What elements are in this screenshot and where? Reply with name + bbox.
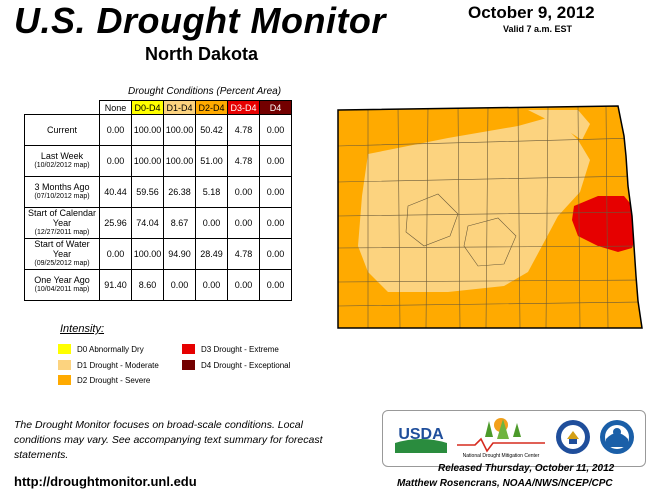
legend-label: D1 Drought - Moderate	[77, 360, 159, 370]
release-date: Released Thursday, October 11, 2012	[438, 463, 615, 474]
table-cell: 0.00	[163, 269, 196, 301]
disclaimer-text: The Drought Monitor focuses on broad-sca…	[14, 419, 323, 461]
table-cell: 51.00	[195, 145, 228, 177]
svg-text:USDA: USDA	[398, 426, 444, 443]
d1-area	[358, 116, 590, 292]
legend-swatch	[182, 344, 195, 354]
table-cell: 0.00	[259, 238, 292, 270]
legend-item-d0: D0 Abnormally Dry	[58, 344, 144, 354]
table-cell: 0.00	[259, 269, 292, 301]
state-name: North Dakota	[145, 44, 259, 64]
table-cell: 8.60	[131, 269, 164, 301]
table-cell: 0.00	[195, 207, 228, 239]
partner-logos: USDA National Drought Mitigation Center	[382, 410, 646, 467]
north-dakota-map	[337, 105, 643, 329]
legend-label: D0 Abnormally Dry	[77, 344, 144, 354]
table-cell: 100.00	[131, 114, 164, 146]
table-row: Current 0.00 100.00 100.00 50.42 4.78 0.…	[24, 114, 292, 146]
column-header: D0-D4	[131, 100, 164, 115]
svg-text:National Drought Mitigation Ce: National Drought Mitigation Center	[463, 453, 540, 459]
site-url[interactable]: http://droughtmonitor.unl.edu	[14, 474, 197, 489]
table-cell: 0.00	[259, 145, 292, 177]
table-cell: 0.00	[99, 145, 132, 177]
table-cell: 8.67	[163, 207, 196, 239]
table-cell: 4.78	[227, 145, 260, 177]
table-cell: 4.78	[227, 114, 260, 146]
legend-swatch	[58, 375, 71, 385]
table-cell: 28.49	[195, 238, 228, 270]
table-row: Last Week (10/02/2012 map) 0.00 100.00 10…	[24, 145, 292, 177]
row-label: Start of Calendar Year (12/27/2011 map)	[24, 207, 100, 239]
column-header: D2-D4	[195, 100, 228, 115]
table-cell: 100.00	[131, 145, 164, 177]
county-boundaries	[338, 106, 642, 328]
table-row: Start of Calendar Year (12/27/2011 map) 2…	[24, 207, 292, 239]
table-cell: 100.00	[131, 238, 164, 270]
table-cell: 59.56	[131, 176, 164, 208]
table-cell: 25.96	[99, 207, 132, 239]
column-header: D3-D4	[227, 100, 260, 115]
table-cell: 100.00	[163, 114, 196, 146]
legend-item-d4: D4 Drought - Exceptional	[182, 360, 290, 370]
row-label: One Year Ago (10/04/2011 map)	[24, 269, 100, 301]
table-cell: 74.04	[131, 207, 164, 239]
table-cell: 5.18	[195, 176, 228, 208]
table-cell: 0.00	[99, 114, 132, 146]
table-header-row: None D0-D4 D1-D4 D2-D4 D3-D4 D4	[25, 100, 292, 115]
table-corner	[25, 101, 100, 115]
table-cell: 26.38	[163, 176, 196, 208]
table-cell: 4.78	[227, 238, 260, 270]
table-row: One Year Ago (10/04/2011 map) 91.40 8.60 …	[24, 269, 292, 301]
table-cell: 40.44	[99, 176, 132, 208]
table-cell: 0.00	[259, 114, 292, 146]
table-cell: 0.00	[259, 176, 292, 208]
author-credit: Matthew Rosencrans, NOAA/NWS/NCEP/CPC	[397, 478, 613, 489]
table-cell: 91.40	[99, 269, 132, 301]
table-cell: 0.00	[195, 269, 228, 301]
table-cell: 50.42	[195, 114, 228, 146]
d1-area-north	[528, 110, 590, 140]
table-caption: Drought Conditions (Percent Area)	[128, 86, 282, 97]
valid-time: Valid 7 a.m. EST	[503, 24, 573, 34]
row-label: Last Week (10/02/2012 map)	[24, 145, 100, 177]
legend-swatch	[58, 360, 71, 370]
noaa-logo	[599, 419, 635, 455]
row-label: Current	[24, 114, 100, 146]
state-outline	[337, 105, 643, 329]
table-cell: 94.90	[163, 238, 196, 270]
legend-label: D3 Drought - Extreme	[201, 344, 279, 354]
map-date: October 9, 2012	[468, 3, 595, 22]
legend-item-d2: D2 Drought - Severe	[58, 375, 150, 385]
table-cell: 0.00	[99, 238, 132, 270]
legend-label: D4 Drought - Exceptional	[201, 360, 291, 370]
table-row: Start of Water Year (09/25/2012 map) 0.00…	[24, 238, 292, 270]
legend-label: D2 Drought - Severe	[77, 375, 151, 385]
row-label: 3 Months Ago (07/10/2012 map)	[24, 176, 100, 208]
commerce-seal-logo	[555, 419, 591, 455]
usda-logo: USDA	[395, 421, 447, 453]
drought-conditions-table: None D0-D4 D1-D4 D2-D4 D3-D4 D4 Current …	[24, 100, 292, 301]
column-header: D4	[259, 100, 292, 115]
table-cell: 0.00	[227, 176, 260, 208]
table-row: 3 Months Ago (07/10/2012 map) 40.44 59.56…	[24, 176, 292, 208]
table-cell: 0.00	[227, 269, 260, 301]
table-cell: 0.00	[259, 207, 292, 239]
table-cell: 100.00	[163, 145, 196, 177]
row-label: Start of Water Year (09/25/2012 map)	[24, 238, 100, 270]
legend-swatch	[58, 344, 71, 354]
table-cell: 0.00	[227, 207, 260, 239]
ndmc-logo: National Drought Mitigation Center	[455, 415, 547, 461]
legend-title: Intensity:	[60, 323, 105, 335]
column-header: D1-D4	[163, 100, 196, 115]
map-title: U.S. Drought Monitor	[14, 0, 386, 41]
d3-area	[572, 196, 636, 252]
column-header: None	[99, 100, 132, 115]
legend-swatch	[182, 360, 195, 370]
legend-item-d3: D3 Drought - Extreme	[182, 344, 279, 354]
legend-item-d1: D1 Drought - Moderate	[58, 360, 159, 370]
